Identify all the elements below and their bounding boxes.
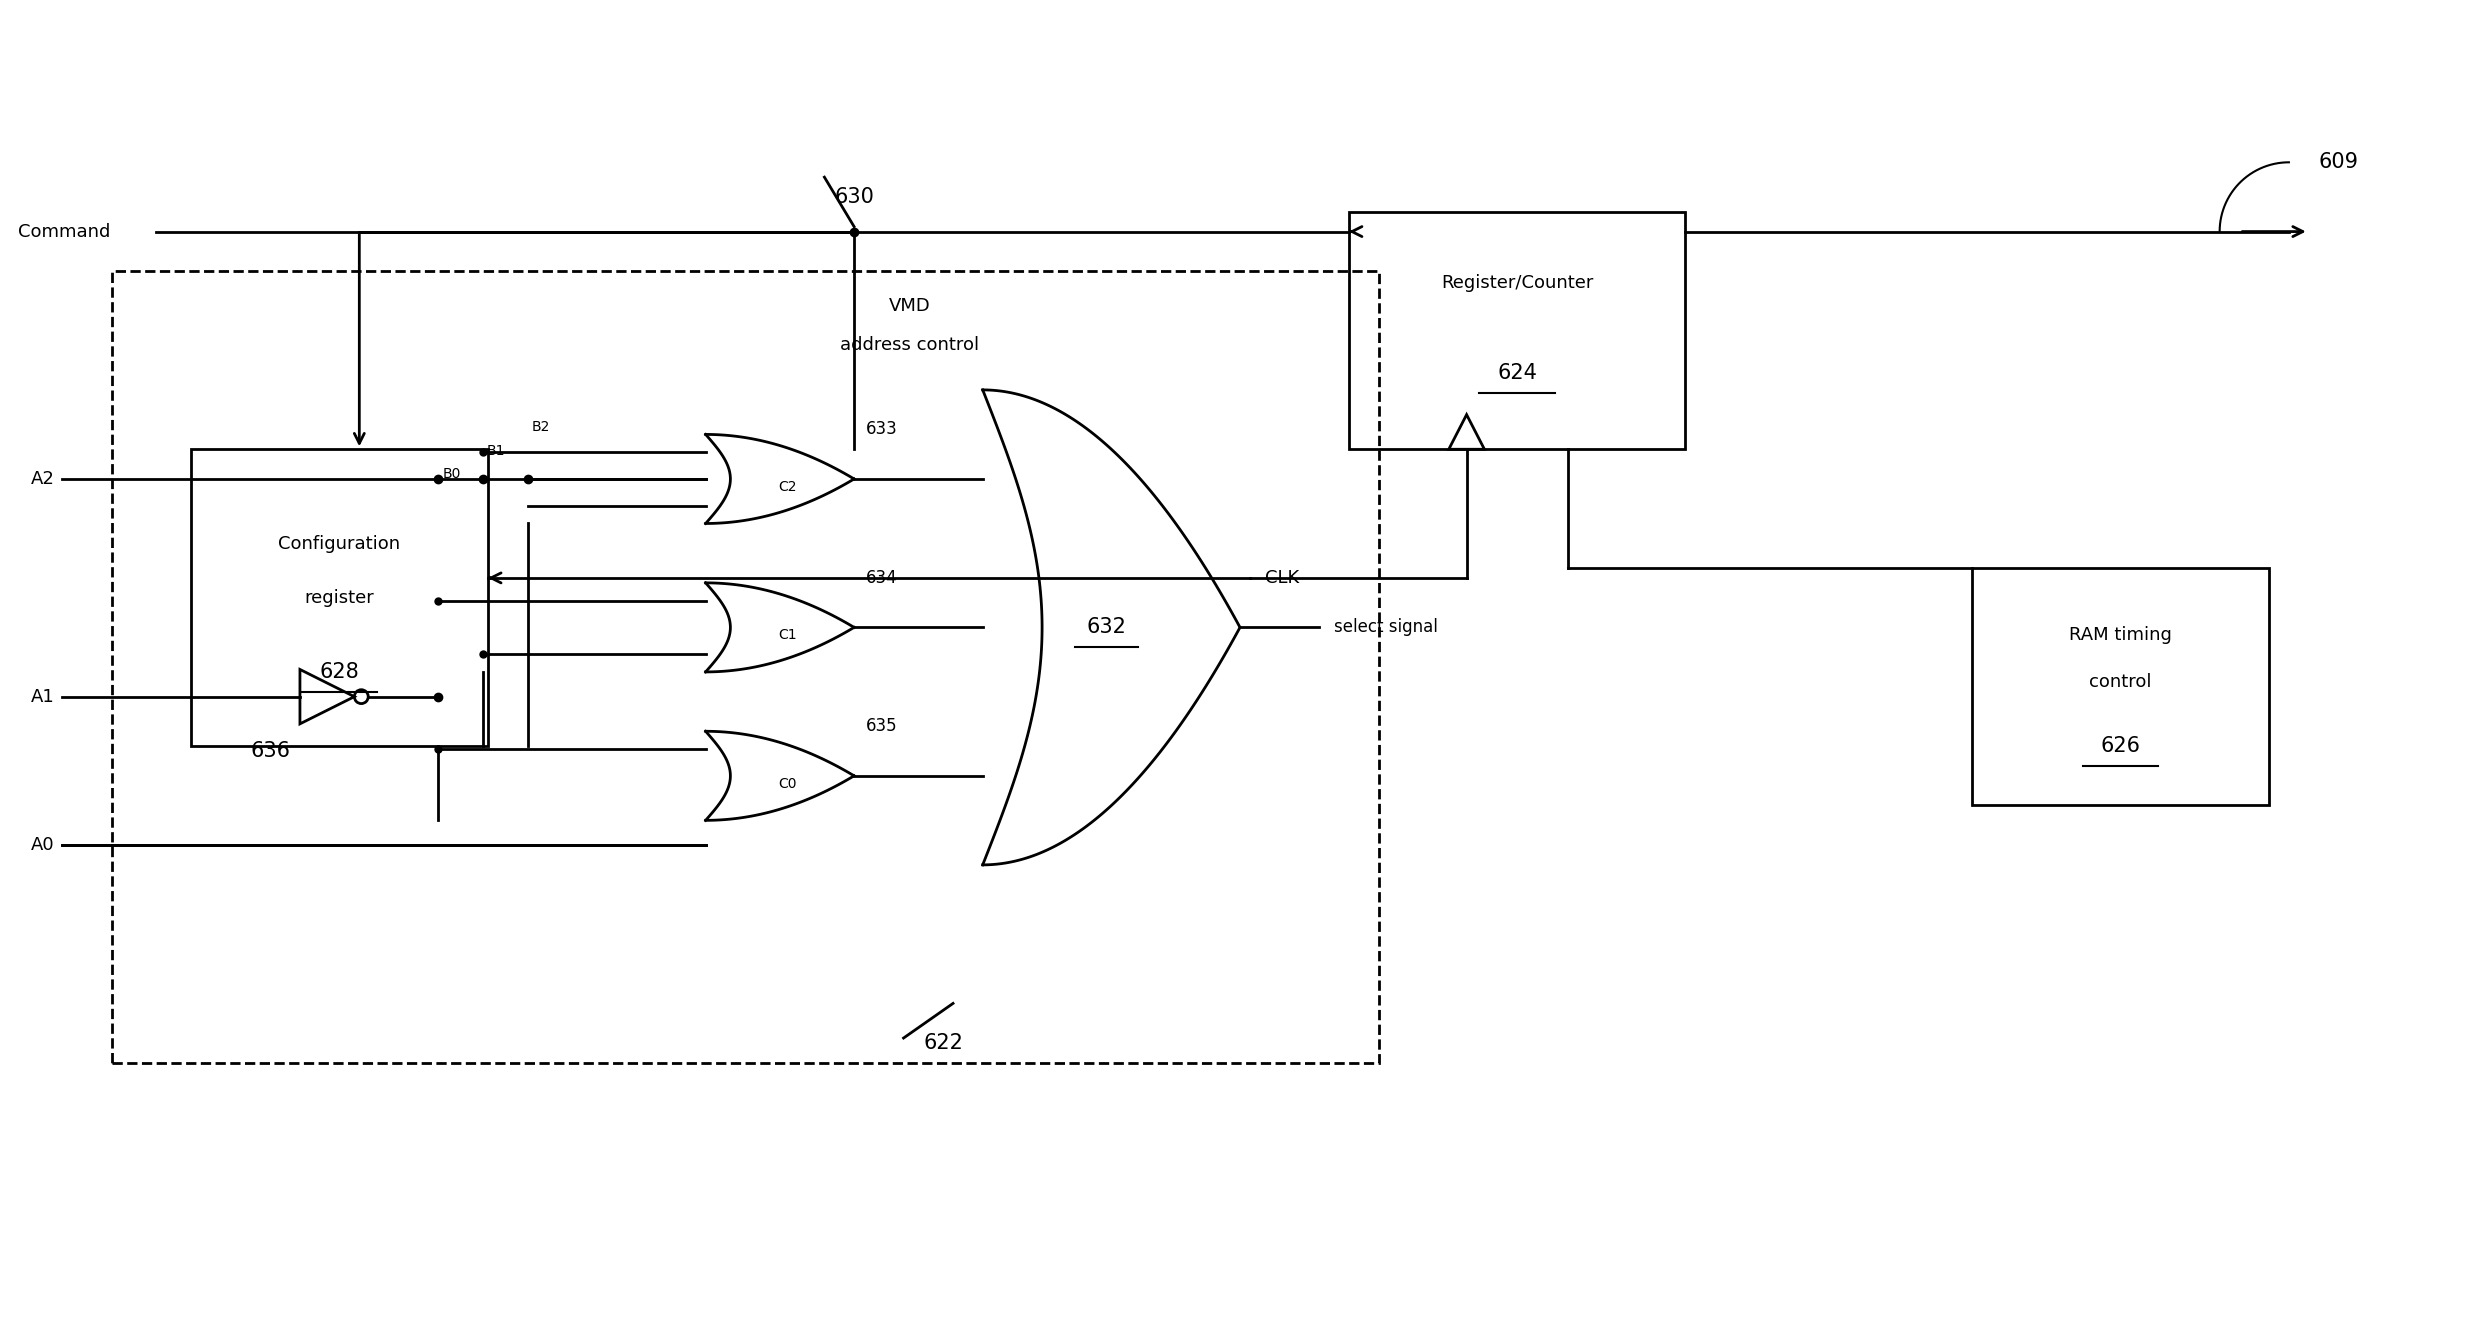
Text: B0: B0 bbox=[441, 467, 461, 480]
Text: C0: C0 bbox=[779, 776, 796, 791]
Bar bbox=[191, 450, 489, 746]
Text: Command: Command bbox=[17, 223, 109, 240]
Text: C2: C2 bbox=[779, 480, 796, 494]
Text: 633: 633 bbox=[866, 421, 898, 438]
Text: address control: address control bbox=[841, 336, 980, 354]
Text: A0: A0 bbox=[30, 836, 55, 855]
Text: 632: 632 bbox=[1086, 617, 1126, 637]
Bar bbox=[112, 271, 1379, 1063]
Text: 609: 609 bbox=[2319, 153, 2358, 173]
Text: register: register bbox=[305, 589, 374, 606]
Text: 630: 630 bbox=[833, 187, 873, 207]
Text: 636: 636 bbox=[250, 740, 290, 762]
Text: 634: 634 bbox=[866, 569, 898, 587]
Text: Register/Counter: Register/Counter bbox=[1441, 273, 1592, 292]
Bar bbox=[1972, 568, 2269, 805]
Text: CLK: CLK bbox=[1265, 569, 1300, 587]
Text: B2: B2 bbox=[531, 421, 551, 434]
Text: Configuration: Configuration bbox=[278, 535, 402, 553]
Text: A2: A2 bbox=[30, 470, 55, 488]
Text: select signal: select signal bbox=[1334, 618, 1438, 637]
Text: C1: C1 bbox=[779, 628, 796, 642]
Text: 622: 622 bbox=[923, 1032, 962, 1054]
Text: A1: A1 bbox=[30, 687, 55, 706]
Text: VMD: VMD bbox=[888, 297, 930, 314]
Text: 635: 635 bbox=[866, 718, 898, 735]
Text: 628: 628 bbox=[320, 662, 360, 682]
Bar bbox=[1349, 212, 1686, 450]
Text: control: control bbox=[2091, 673, 2153, 691]
Text: 626: 626 bbox=[2101, 736, 2140, 756]
Text: RAM timing: RAM timing bbox=[2068, 625, 2172, 644]
Text: B1: B1 bbox=[486, 445, 506, 458]
Text: 624: 624 bbox=[1498, 364, 1538, 384]
